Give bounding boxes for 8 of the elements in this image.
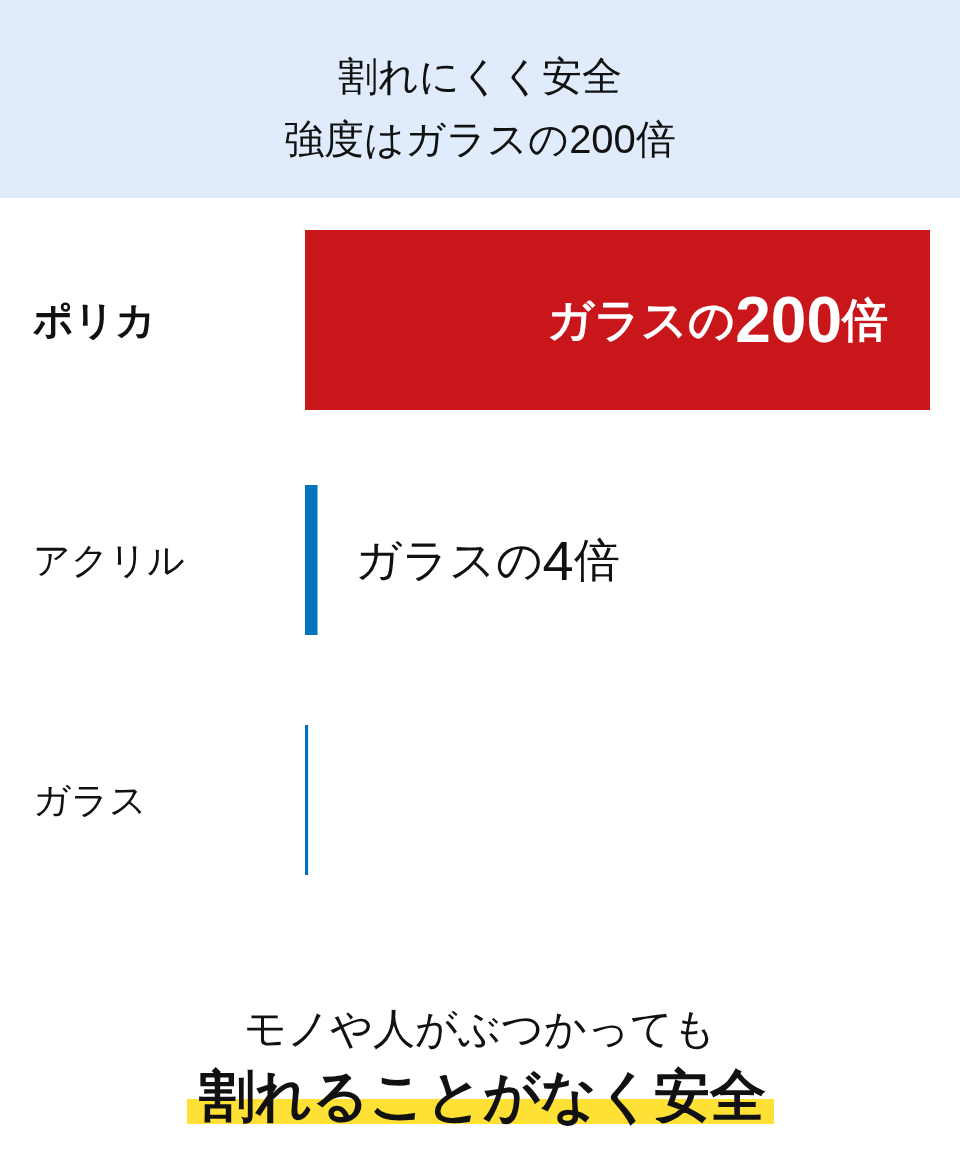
value-label: ガラスの200倍 — [547, 284, 888, 356]
category-label: ガラス — [33, 779, 147, 821]
category-label: ポリカ — [33, 298, 156, 342]
title: 割れにくく安全 — [338, 54, 622, 98]
category-label: アクリル — [33, 539, 185, 581]
subtitle: 強度はガラスの200倍 — [284, 117, 676, 161]
value-label: ガラスの4倍 — [354, 528, 620, 592]
annotation: モノや人がぶつかっても — [244, 1008, 716, 1050]
